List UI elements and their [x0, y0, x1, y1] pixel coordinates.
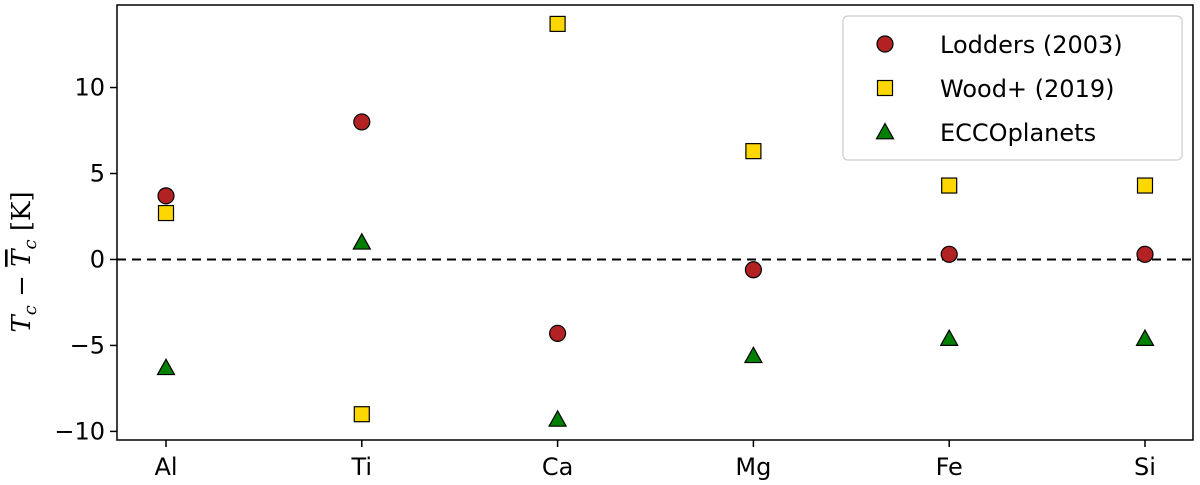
data-point-circle-al [157, 187, 175, 205]
data-point-circle-si [1136, 245, 1154, 263]
y-tick-label: −5 [70, 331, 105, 359]
legend: Lodders (2003) Wood+ (2019) ECCOplanets [842, 15, 1183, 161]
data-point-square-ti [353, 406, 370, 423]
legend-entry-label: Wood+ (2019) [940, 75, 1114, 103]
data-point-circle-fe [940, 245, 958, 263]
data-point-triangle-fe [939, 328, 959, 346]
data-point-triangle-al [156, 358, 176, 376]
legend-marker-square [876, 79, 894, 97]
x-tick-label: Si [1134, 453, 1156, 481]
legend-marker-circle [876, 35, 894, 53]
data-point-square-si [1136, 177, 1154, 194]
legend-box [842, 15, 1183, 161]
plot-frame [116, 4, 1194, 441]
data-point-circle-ti [353, 113, 371, 131]
x-tick-label: Ca [542, 453, 573, 481]
x-tick-label: Fe [936, 453, 963, 481]
axes: −10 −5 0 5 10 Al Ti Ca Mg Fe Si [54, 4, 1194, 481]
data-point-triangle-mg [743, 346, 763, 364]
y-tick-label: 10 [74, 74, 105, 102]
data-point-triangle-ti [352, 232, 372, 250]
x-tick-label: Al [154, 453, 177, 481]
data-point-triangle-si [1135, 328, 1155, 346]
data-point-square-ca [549, 15, 566, 33]
legend-entry-label: Lodders (2003) [940, 31, 1123, 59]
legend-marker-triangle [875, 122, 895, 140]
data-point-circle-ca [548, 324, 567, 342]
y-tick-label: 5 [90, 159, 105, 187]
y-axis-label: Tc − Tc [K] [7, 191, 41, 332]
data-point-square-mg [745, 143, 762, 160]
x-tick-label: Mg [735, 453, 771, 481]
y-tick-label: −10 [54, 417, 105, 445]
x-tick-label: Ti [351, 453, 373, 481]
data-point-square-al [157, 204, 175, 222]
data-point-circle-mg [744, 261, 763, 279]
plot-area [117, 15, 1193, 427]
y-axis-title: Tc − Tc [K] [7, 191, 41, 332]
legend-entry-label: ECCOplanets [940, 119, 1096, 147]
data-point-triangle-ca [548, 409, 568, 427]
y-tick-label: 0 [90, 245, 105, 273]
data-point-square-fe [941, 177, 958, 194]
